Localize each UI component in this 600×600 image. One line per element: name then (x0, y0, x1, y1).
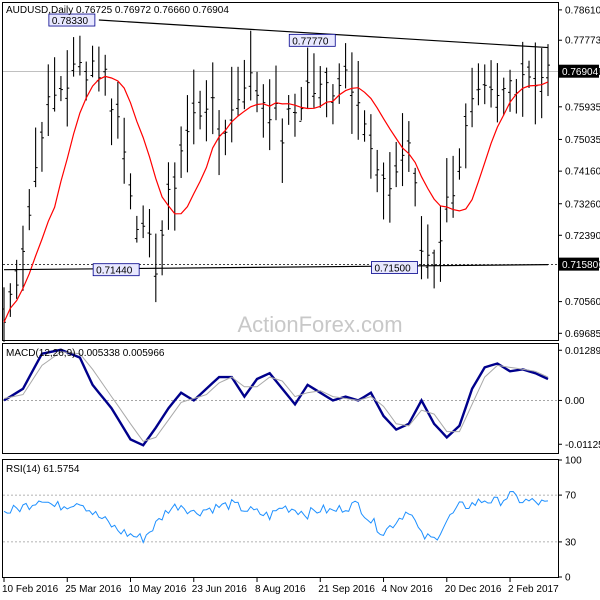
x-tick-label: 10 May 2016 (129, 584, 187, 595)
annotation-label: 0.78330 (52, 16, 89, 27)
macd-panel (2, 343, 559, 454)
resistance-trendline (98, 19, 549, 49)
annotation-label: 0.71500 (374, 264, 411, 275)
rsi-line (3, 490, 549, 544)
price-tick-label: 0.75935 (565, 102, 600, 113)
macd-tick-label: 0.012894 (565, 346, 600, 357)
price-tick-label: 0.72390 (565, 231, 600, 242)
rsi-tick-label: 100 (565, 456, 582, 467)
moving-average-line (3, 75, 549, 323)
macd-series-signal (3, 351, 549, 442)
annotation-box (92, 263, 140, 277)
rsi-panel (2, 459, 559, 578)
price-header: AUDUSD,Daily 0.76725 0.76972 0.76660 0.7… (6, 5, 229, 16)
macd-tick-label: 0.00 (565, 396, 585, 407)
annotation-box (48, 13, 96, 27)
x-axis: 10 Feb 2016 25 Mar 2016 10 May 2016 23 Jun … (2, 578, 559, 595)
macd-layer: 0.012894 0.00 -0.011253 (3, 346, 600, 451)
x-tick-label: 20 Dec 2016 (445, 584, 502, 595)
x-tick-label: 8 Aug 2016 (255, 584, 306, 595)
price-flag (559, 64, 599, 78)
x-tick-label: 21 Sep 2016 (318, 584, 375, 595)
x-tick-label: 23 Jun 2016 (192, 584, 247, 595)
x-tick-label: 25 Mar 2016 (65, 584, 122, 595)
support-flag-label: 0.71580 (562, 260, 599, 271)
annotation-box (288, 33, 336, 47)
x-tick-label: 4 Nov 2016 (382, 584, 434, 595)
watermark: ActionForex.com (237, 312, 402, 337)
macd-tick-label: -0.011253 (565, 440, 600, 451)
x-tick-label: 2 Feb 2017 (508, 584, 559, 595)
price-panel (2, 2, 559, 341)
price-tick-label: 0.73260 (565, 199, 600, 210)
support-trendline (3, 264, 549, 271)
price-tick-label: 0.69685 (565, 329, 600, 340)
rsi-layer: 100 70 30 0 (3, 456, 582, 584)
rsi-tick-label: 70 (565, 491, 577, 502)
price-tick-label: 0.77773 (565, 36, 600, 47)
annotation-label: 0.77770 (292, 36, 329, 47)
annotation-box (371, 261, 418, 274)
macd-header: MACD(12,26,9) 0.005338 0.005966 (6, 348, 165, 359)
x-tick-label: 10 Feb 2016 (2, 584, 59, 595)
rsi-header: RSI(14) 61.5754 (6, 464, 80, 475)
support-flag (559, 257, 599, 271)
rsi-tick-label: 0 (565, 573, 571, 584)
macd-series-macd (3, 348, 549, 447)
price-tick-label: 0.75035 (565, 135, 600, 146)
price-layer: 0.78610 0.77773 0.76904 0.75935 0.75035 0.741… (2, 5, 600, 342)
price-tick-label: 0.74160 (565, 167, 600, 178)
price-tick-label: 0.78610 (565, 5, 600, 16)
price-tick-label: 0.70560 (565, 297, 600, 308)
rsi-tick-label: 30 (565, 537, 577, 548)
price-flag-label: 0.76904 (562, 67, 599, 78)
annotation-label: 0.71440 (96, 266, 133, 277)
